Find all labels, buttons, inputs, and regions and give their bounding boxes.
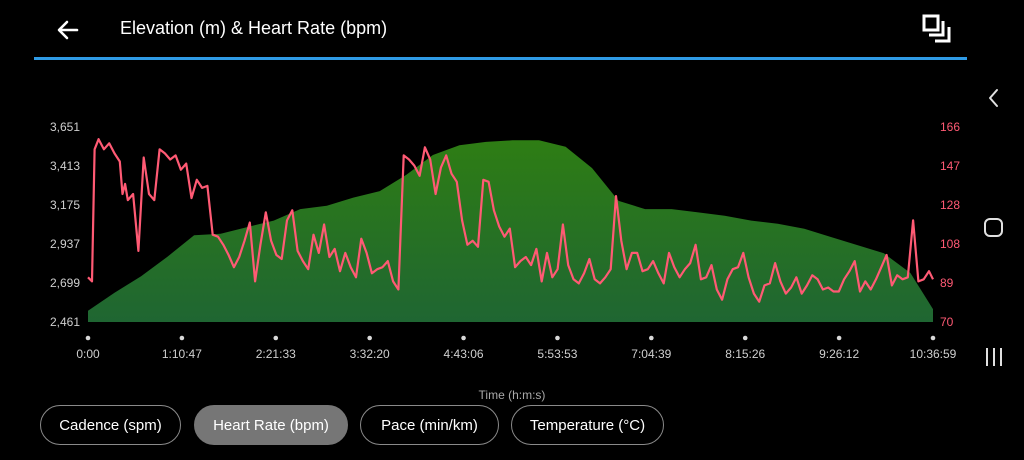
right-axis-tick-label: 147 <box>940 159 960 173</box>
x-axis-tick-dot <box>367 335 372 341</box>
left-axis-tick-label: 2,461 <box>50 315 80 329</box>
nav-recents-button[interactable] <box>975 340 1015 376</box>
left-axis-tick-label: 2,937 <box>50 237 80 251</box>
left-axis-tick-label: 2,699 <box>50 276 80 290</box>
x-axis-tick-label: 9:26:12 <box>819 347 859 361</box>
x-axis-tick-label: 1:10:47 <box>162 347 202 361</box>
left-axis-tick-label: 3,651 <box>50 120 80 134</box>
nav-home-button[interactable] <box>975 210 1015 246</box>
x-axis-tick-dot <box>85 335 91 341</box>
x-axis-tick-dot <box>742 335 748 341</box>
cadence-chip[interactable]: Cadence (spm) <box>40 405 181 445</box>
right-axis-tick-label: 108 <box>940 237 960 251</box>
x-axis-tick-label: 8:15:26 <box>725 347 765 361</box>
x-axis-tick-label: 0:00 <box>76 347 100 361</box>
right-axis-tick-label: 70 <box>940 315 954 329</box>
heart-rate-line <box>87 138 934 303</box>
x-axis-tick-label: 3:32:20 <box>350 347 390 361</box>
x-axis-tick-label: 10:36:59 <box>910 347 957 361</box>
back-button[interactable] <box>52 14 84 46</box>
x-axis-tick-dot <box>273 335 279 341</box>
exit-fullscreen-icon <box>922 14 951 43</box>
x-axis-tick-label: 4:43:06 <box>444 347 484 361</box>
exit-fullscreen-button[interactable] <box>920 12 954 46</box>
nav-back-button[interactable] <box>975 80 1015 116</box>
x-axis-tick-label: 7:04:39 <box>631 347 671 361</box>
left-axis-tick-label: 3,413 <box>50 159 80 173</box>
right-axis-tick-label: 89 <box>940 276 954 290</box>
elevation-heart-rate-chart: 3,651 3,413 3,175 2,937 2,699 2,461 166 147 128 1… <box>50 120 960 361</box>
x-axis-tick-dot <box>555 335 560 341</box>
heart-rate-chip[interactable]: Heart Rate (bpm) <box>194 405 348 445</box>
x-axis-title: Time (h:m:s) <box>478 388 546 402</box>
app-header: Elevation (m) & Heart Rate (bpm) <box>0 0 970 58</box>
header-divider <box>34 57 967 60</box>
left-axis-tick-label: 3,175 <box>50 198 80 212</box>
right-axis-tick-label: 128 <box>940 198 960 212</box>
right-axis-tick-label: 166 <box>940 120 960 134</box>
arrow-left-icon <box>57 20 79 40</box>
home-square-icon <box>984 218 1003 237</box>
chevron-left-icon <box>989 89 998 107</box>
x-axis-tick-dot <box>461 335 466 341</box>
x-axis-tick-label: 2:21:33 <box>256 347 296 361</box>
pace-chip[interactable]: Pace (min/km) <box>360 405 499 445</box>
x-axis-tick-dot <box>649 335 654 341</box>
x-axis-tick-dot <box>179 335 185 341</box>
page-title: Elevation (m) & Heart Rate (bpm) <box>120 18 388 38</box>
x-axis-tick-dot <box>930 335 936 341</box>
system-nav-bar <box>975 60 1024 460</box>
temperature-chip[interactable]: Temperature (°C) <box>511 405 664 445</box>
x-axis-tick-label: 5:53:53 <box>537 347 577 361</box>
recents-bars-icon <box>986 348 1002 366</box>
x-axis-tick-dot <box>836 335 842 341</box>
